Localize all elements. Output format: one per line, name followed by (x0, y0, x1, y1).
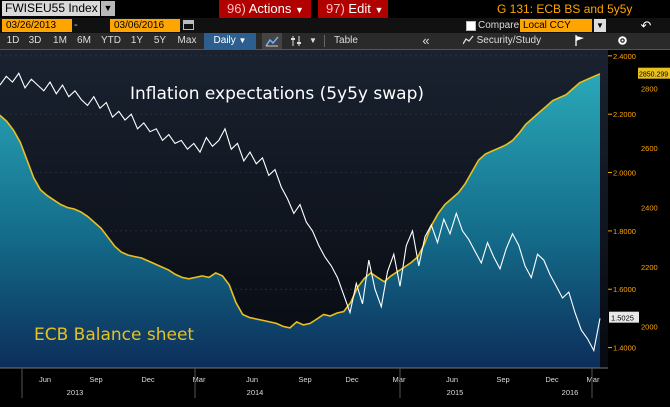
flag-glyph (575, 35, 584, 46)
axes: 2.4000 2.2000 2.0000 1.8000 1.6000 1.4000 2800… (0, 52, 670, 398)
x-year-label: 2013 (67, 388, 84, 397)
inner-axis-tick-label: 2000 (641, 322, 658, 331)
frequency-dropdown-icon: ▼ (238, 36, 247, 45)
currency-select[interactable]: Local CCY (520, 19, 592, 32)
inner-axis-tick-label: 2200 (641, 263, 658, 272)
settings-glyph (291, 36, 301, 46)
actions-prefix: 96) (227, 1, 246, 16)
ecb-balance-sheet-annotation: ECB Balance sheet (34, 325, 194, 345)
ticker-input[interactable]: FWISEU55 Index (2, 1, 100, 16)
right-axis-panel (608, 50, 670, 407)
inflation-expectations-line (0, 72, 601, 353)
inflation-expectations-annotation: Inflation expectations (5y5y swap) (130, 84, 424, 104)
outer-axis-tick-label: 1.4000 (613, 344, 636, 353)
study-icon (462, 35, 474, 45)
outer-axis-tick-label: 2.2000 (613, 110, 636, 119)
x-tick-label: Dec (345, 375, 359, 384)
inner-axis-tick-label: 2400 (641, 204, 658, 213)
x-tick-label: Dec (141, 375, 155, 384)
chart-title: G 131: ECB BS and 5y5y (497, 2, 633, 16)
gear-icon[interactable] (614, 33, 630, 49)
x-tick-label: Jun (446, 375, 458, 384)
edit-dropdown-icon: ▼ (374, 5, 384, 15)
collapse-icon[interactable]: « (422, 33, 430, 48)
ecb-balance-sheet-area (0, 73, 600, 369)
frequency-select[interactable]: Daily ▼ (204, 33, 256, 49)
security-study-button[interactable]: Security/Study (452, 33, 552, 49)
actions-dropdown-icon: ▼ (294, 5, 304, 15)
toolbar-divider (324, 35, 325, 47)
inner-axis-tick-label: 2600 (641, 144, 658, 153)
ecb-last-value-tag (638, 67, 670, 79)
inner-axis-tick-label: 2800 (641, 85, 658, 94)
x-tick-label: Mar (193, 375, 206, 384)
period-1y[interactable]: 1Y (130, 35, 144, 46)
undo-icon[interactable]: ↶ (640, 18, 652, 33)
line-chart-glyph (265, 36, 279, 47)
period-ytd[interactable]: YTD (101, 35, 121, 46)
period-5y[interactable]: 5Y (153, 35, 167, 46)
swap-last-value-label: 1.5025 (611, 314, 634, 323)
start-date-field[interactable]: 03/26/2013 (2, 19, 72, 32)
outer-axis-tick-label: 1.6000 (613, 285, 636, 294)
x-tick-label: Jun (39, 375, 51, 384)
outer-axis-tick-label: 1.8000 (613, 227, 636, 236)
x-tick-label: Mar (393, 375, 406, 384)
top-bar: FWISEU55 Index ▼ 96) Actions ▼ 97) Edit … (0, 0, 670, 18)
x-tick-label: Sep (89, 375, 102, 384)
flag-icon[interactable] (572, 33, 588, 49)
line-chart-icon[interactable] (262, 33, 282, 49)
date-range-dash: - (74, 19, 78, 31)
actions-menu[interactable]: 96) Actions ▼ (219, 0, 311, 18)
x-year-label: 2016 (562, 388, 579, 397)
x-tick-label: Sep (496, 375, 509, 384)
date-bar: 03/26/2013 - 03/06/2016 Compare Local CC… (0, 18, 670, 33)
x-tick-label: Dec (545, 375, 559, 384)
ecb-balance-sheet-line (0, 73, 601, 329)
outer-axis-tick-label: 2.0000 (613, 169, 636, 178)
period-3d[interactable]: 3D (28, 35, 42, 46)
currency-dropdown-icon[interactable]: ▼ (594, 19, 606, 32)
compare-label: Compare (478, 20, 520, 31)
period-1m[interactable]: 1M (53, 35, 67, 46)
settings-icon[interactable] (286, 33, 306, 49)
tools-dropdown-icon[interactable]: ▼ (309, 36, 317, 45)
period-max[interactable]: Max (177, 35, 197, 46)
gear-glyph (617, 36, 627, 45)
frequency-label: Daily (213, 35, 236, 46)
security-study-label: Security/Study (476, 35, 542, 46)
ticker-dropdown-button[interactable]: ▼ (101, 1, 115, 16)
x-tick-label: Mar (587, 375, 600, 384)
calendar-icon[interactable] (183, 20, 194, 30)
edit-label: Edit (348, 1, 371, 16)
x-year-label: 2014 (247, 388, 264, 397)
x-tick-label: Jun (246, 375, 258, 384)
x-year-label: 2015 (447, 388, 464, 397)
compare-checkbox[interactable] (466, 21, 476, 31)
end-date-field[interactable]: 03/06/2016 (110, 19, 180, 32)
x-tick-label: Sep (298, 375, 311, 384)
actions-label: Actions (248, 1, 292, 16)
swap-last-value-tag (609, 311, 639, 323)
period-1d[interactable]: 1D (6, 35, 20, 46)
ecb-last-value-label: 2850.299 (639, 72, 668, 79)
period-6m[interactable]: 6M (77, 35, 91, 46)
outer-axis-tick-label: 2.4000 (613, 52, 636, 61)
edit-menu[interactable]: 97) Edit ▼ (318, 0, 388, 18)
bottom-axis-panel (0, 368, 608, 407)
table-button[interactable]: Table (334, 35, 358, 46)
edit-prefix: 97) (326, 1, 345, 16)
chart-toolbar: 1D 3D 1M 6M YTD 1Y 5Y Max Daily ▼ ▼ Tabl… (0, 33, 670, 50)
chart-area[interactable]: 2.4000 2.2000 2.0000 1.8000 1.6000 1.4000 2800… (0, 50, 670, 407)
